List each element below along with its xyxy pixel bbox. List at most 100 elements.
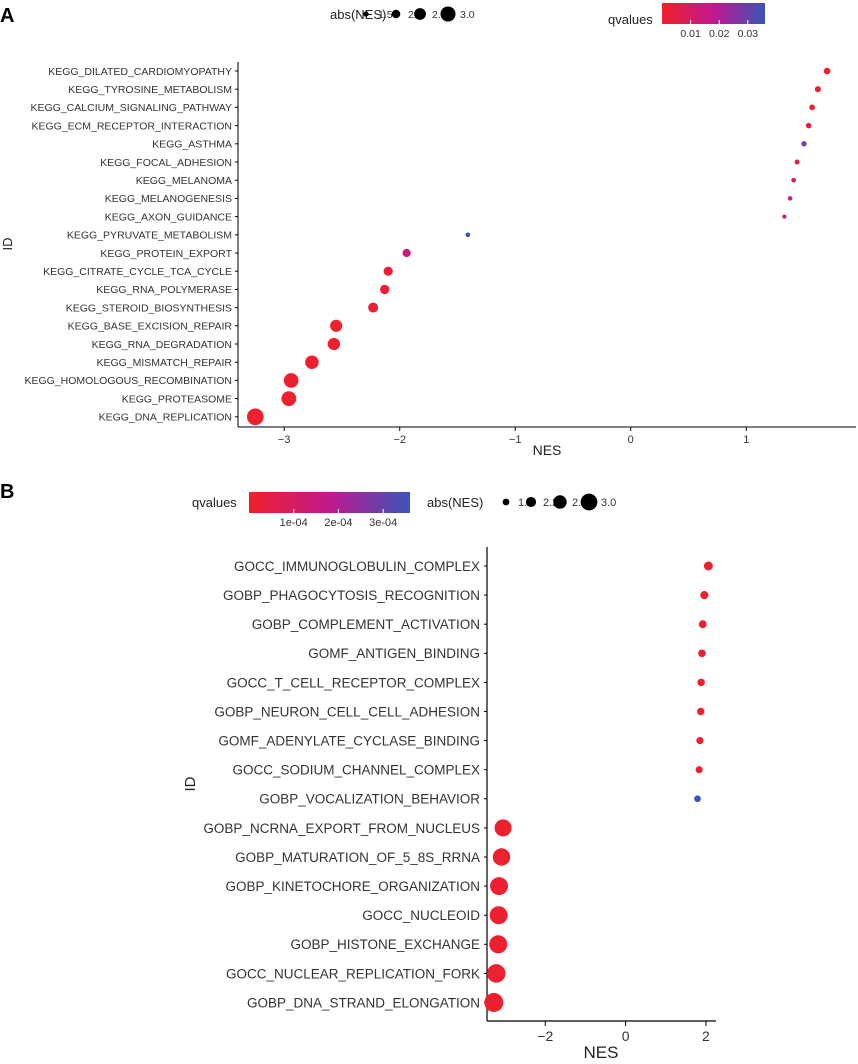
y-tick-label: GOCC_NUCLEAR_REPLICATION_FORK <box>226 966 480 981</box>
color-legend-a: qvalues 0.01 0.02 0.03 <box>608 3 765 40</box>
y-axis-title-b: ID <box>182 776 199 791</box>
data-point[interactable] <box>281 391 297 406</box>
y-tick-label: KEGG_DNA_REPLICATION <box>99 412 232 424</box>
x-axis-title-b: NES <box>584 1043 619 1062</box>
y-tick-label: GOBP_MATURATION_OF_5_8S_RRNA <box>235 850 480 865</box>
data-point[interactable] <box>696 736 704 745</box>
data-point[interactable] <box>698 620 707 629</box>
data-point[interactable] <box>700 591 709 600</box>
size-legend-dot <box>414 8 426 20</box>
data-point[interactable] <box>703 561 713 571</box>
data-point[interactable] <box>801 141 807 147</box>
panel-label-a: A <box>0 5 14 27</box>
colorbar-tick-label: 0.01 <box>680 28 701 40</box>
plot-area-a: KEGG_DILATED_CARDIOMYOPATHY KEGG_TYROSINE… <box>0 62 856 458</box>
panel-a: A abs(NES) 1.52.02.53.0 qvalues 0.01 0.02… <box>0 3 856 458</box>
y-tick-label: KEGG_AXON_GUIDANCE <box>105 211 232 223</box>
data-point[interactable] <box>794 159 800 165</box>
colorbar-tick-label: 1e-04 <box>280 517 308 529</box>
data-point[interactable] <box>698 649 706 658</box>
x-axis-title-a: NES <box>533 442 562 458</box>
colorbar-tick-label: 2e-04 <box>324 517 352 529</box>
color-legend-b: qvalues 1e-04 2e-04 3e-04 <box>192 492 410 529</box>
size-legend-dot <box>580 493 598 511</box>
y-tick-label: KEGG_FOCAL_ADHESION <box>100 157 232 169</box>
y-tick-label: KEGG_BASE_EXCISION_REPAIR <box>68 321 233 333</box>
y-tick-label: KEGG_MISMATCH_REPAIR <box>96 357 232 369</box>
y-tick-label: KEGG_CITRATE_CYCLE_TCA_CYCLE <box>43 266 232 278</box>
x-tick-label: −2 <box>537 1028 553 1044</box>
colorbar-tick-label: 0.02 <box>709 28 730 40</box>
data-point[interactable] <box>492 848 511 866</box>
data-point[interactable] <box>809 104 815 111</box>
data-point[interactable] <box>782 214 787 219</box>
size-legend-title-a: abs(NES) <box>330 7 386 22</box>
y-tick-label: KEGG_RNA_DEGRADATION <box>92 339 232 351</box>
data-point[interactable] <box>695 766 703 774</box>
data-point[interactable] <box>327 337 341 351</box>
size-legend-title-b: abs(NES) <box>427 495 483 510</box>
size-legend-dot <box>363 11 369 17</box>
colorbar-tick-label: 0.03 <box>738 28 759 40</box>
y-tick-label: KEGG_DILATED_CARDIOMYOPATHY <box>48 66 232 78</box>
x-tick-label: −3 <box>278 434 291 446</box>
data-point[interactable] <box>283 373 299 388</box>
data-point[interactable] <box>694 795 701 803</box>
size-legend-dot <box>525 496 537 508</box>
y-tick-label: GOBP_DNA_STRAND_ELONGATION <box>247 995 480 1010</box>
y-tick-label: GOCC_IMMUNOGLOBULIN_COMPLEX <box>234 559 480 574</box>
size-legend-label: 3.0 <box>460 9 475 21</box>
y-tick-label: GOBP_NEURON_CELL_CELL_ADHESION <box>214 704 480 719</box>
y-tick-label: GOCC_SODIUM_CHANNEL_COMPLEX <box>232 763 480 778</box>
data-point[interactable] <box>330 319 343 332</box>
data-point[interactable] <box>697 678 705 687</box>
y-tick-label: GOMF_ADENYLATE_CYCLASE_BINDING <box>218 733 480 748</box>
data-point[interactable] <box>402 248 411 258</box>
data-point[interactable] <box>484 992 504 1013</box>
data-point[interactable] <box>465 232 471 238</box>
data-point[interactable] <box>383 266 393 276</box>
data-point[interactable] <box>368 302 379 313</box>
panel-b: B qvalues 1e-04 2e-04 3e-04 abs(NES) 1.8 2.… <box>0 481 716 1062</box>
data-point[interactable] <box>494 819 512 837</box>
data-point[interactable] <box>305 355 319 369</box>
x-tick-label: 0 <box>628 434 634 446</box>
data-point[interactable] <box>486 964 506 983</box>
y-tick-label: GOBP_KINETOCHORE_ORGANIZATION <box>225 879 480 894</box>
data-point[interactable] <box>489 906 508 925</box>
data-point[interactable] <box>697 707 705 716</box>
y-tick-label: KEGG_TYROSINE_METABOLISM <box>68 84 232 96</box>
data-point[interactable] <box>791 177 796 183</box>
y-tick-label: GOBP_PHAGOCYTOSIS_RECOGNITION <box>223 588 480 603</box>
y-tick-label: GOMF_ANTIGEN_BINDING <box>308 646 480 661</box>
y-tick-label: GOBP_NCRNA_EXPORT_FROM_NUCLEUS <box>203 821 480 836</box>
x-tick-label: −1 <box>509 434 522 446</box>
color-legend-title-b: qvalues <box>192 495 237 510</box>
data-point[interactable] <box>246 408 264 426</box>
y-tick-label: KEGG_ECM_RECEPTOR_INTERACTION <box>31 120 232 132</box>
data-point[interactable] <box>380 284 390 295</box>
data-point[interactable] <box>823 67 831 75</box>
data-point[interactable] <box>490 877 509 896</box>
y-tick-label: GOBP_HISTONE_EXCHANGE <box>290 937 480 952</box>
color-legend-title-a: qvalues <box>608 12 653 27</box>
size-legend-label: 3.0 <box>601 497 616 509</box>
data-point[interactable] <box>805 122 812 129</box>
y-tick-label: GOBP_VOCALIZATION_BEHAVIOR <box>259 792 480 807</box>
y-tick-label: KEGG_CALCIUM_SIGNALING_PATHWAY <box>31 102 233 114</box>
y-tick-label: GOBP_COMPLEMENT_ACTIVATION <box>252 617 480 632</box>
data-point[interactable] <box>814 86 821 93</box>
y-tick-label: KEGG_HOMOLOGOUS_RECOMBINATION <box>24 375 232 387</box>
data-point[interactable] <box>489 935 508 954</box>
y-tick-label: KEGG_PROTEIN_EXPORT <box>100 248 232 260</box>
y-tick-label: KEGG_RNA_POLYMERASE <box>96 284 232 296</box>
size-legend-b: abs(NES) 1.8 2.2 2.6 3.0 <box>427 493 616 511</box>
size-legend-label: 1.5 <box>378 9 393 21</box>
data-point[interactable] <box>787 196 793 201</box>
y-axis-title-a: ID <box>0 238 15 251</box>
y-tick-label: KEGG_ASTHMA <box>152 139 232 151</box>
plot-area-b: GOCC_IMMUNOGLOBULIN_COMPLEX GOBP_PHAGOCYT… <box>182 547 716 1062</box>
x-tick-label: 0 <box>622 1028 630 1044</box>
x-tick-label: 2 <box>702 1028 710 1044</box>
